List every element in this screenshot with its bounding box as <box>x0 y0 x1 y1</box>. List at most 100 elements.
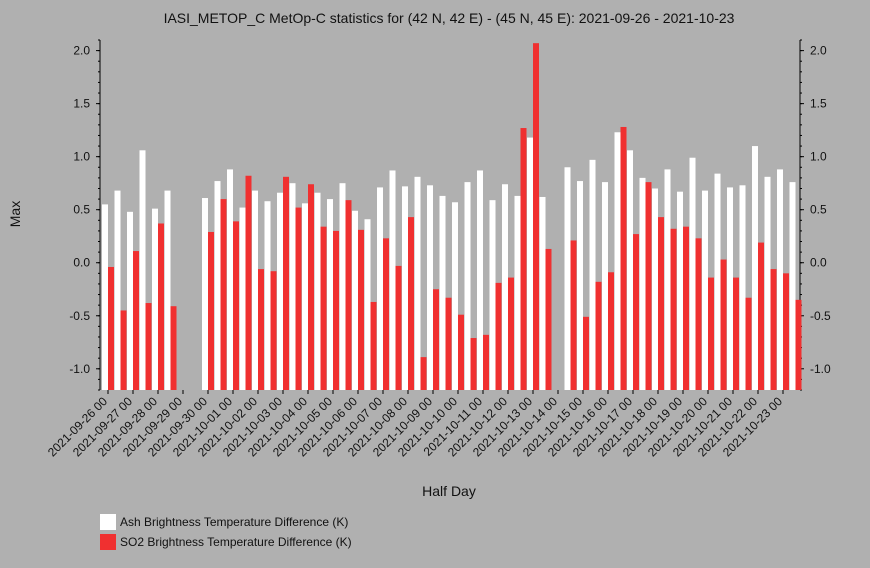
bar-so2 <box>445 297 452 390</box>
y-tick-label-right: 0.0 <box>810 256 827 270</box>
bar-so2 <box>120 310 127 390</box>
bar-ash <box>777 169 783 390</box>
plot-area: 2.0 2.0 1.5 1.5 1.0 1.0 0.5 0.5 0.0 0.0 -0.5 -0.5 -1… <box>45 39 831 459</box>
bar-so2 <box>758 242 764 390</box>
bar-so2 <box>658 217 664 390</box>
y-tick-label-left: 1.5 <box>73 97 90 111</box>
bar-ash <box>352 210 358 390</box>
bar-ash <box>389 170 396 390</box>
bar-ash <box>477 170 483 390</box>
bar-so2 <box>533 43 539 390</box>
y-tick-label-left: -0.5 <box>69 309 90 323</box>
bar-so2 <box>245 175 252 390</box>
y-tick-label-right: -0.5 <box>810 309 831 323</box>
bar-so2 <box>620 126 627 390</box>
bar-so2 <box>720 259 727 390</box>
bar-so2 <box>608 272 614 390</box>
bar-so2 <box>708 277 714 390</box>
bar-so2 <box>145 303 152 390</box>
bar-so2 <box>433 289 439 390</box>
bar-ash <box>164 190 171 390</box>
bar-so2 <box>595 281 602 390</box>
bar-so2 <box>583 316 589 390</box>
bar-ash <box>789 182 796 390</box>
bar-ash <box>252 190 258 390</box>
bar-so2 <box>733 277 739 390</box>
bar-ash <box>439 195 446 390</box>
bar-ash <box>102 204 108 390</box>
y-tick-label-right: 0.5 <box>810 203 827 217</box>
bar-so2 <box>283 176 289 390</box>
bar-so2 <box>108 266 114 390</box>
bar-ash <box>564 167 571 390</box>
bar-so2 <box>295 207 302 390</box>
bar-so2 <box>670 228 677 390</box>
y-tick-label-left: 1.0 <box>73 150 90 164</box>
bar-ash <box>589 159 596 390</box>
bar-ash <box>314 192 321 390</box>
bar-so2 <box>745 297 752 390</box>
bar-so2 <box>795 299 802 390</box>
bar-so2 <box>770 269 777 390</box>
bar-ash <box>289 183 296 390</box>
bar-ash <box>302 203 308 390</box>
bar-ash <box>539 196 546 390</box>
x-axis-label: Half Day <box>422 483 476 499</box>
bar-so2 <box>683 226 689 390</box>
y-tick-label-left: -1.0 <box>69 362 90 376</box>
bar-ash <box>114 190 121 390</box>
bar-so2 <box>220 199 227 390</box>
bar-so2 <box>308 184 314 390</box>
bar-ash <box>402 186 408 390</box>
bar-ash <box>277 192 283 390</box>
bar-so2 <box>133 251 139 390</box>
bar-so2 <box>395 265 402 390</box>
bar-so2 <box>470 338 477 390</box>
bar-so2 <box>783 273 789 390</box>
bar-so2 <box>370 301 377 390</box>
legend-swatch-ash <box>100 514 116 530</box>
legend-item-ash: Ash Brightness Temperature Difference (K… <box>100 512 352 532</box>
bar-ash <box>602 182 608 390</box>
y-axis-label: Max <box>7 201 23 227</box>
bar-so2 <box>358 229 364 390</box>
bar-ash <box>264 201 271 390</box>
legend-swatch-so2 <box>100 534 116 550</box>
bar-so2 <box>520 128 527 390</box>
bar-ash <box>652 188 658 390</box>
bar-so2 <box>233 221 239 390</box>
bar-ash <box>639 177 646 390</box>
bar-ash <box>202 198 208 390</box>
y-tick-label-left: 0.5 <box>73 203 90 217</box>
bar-ash <box>727 187 733 390</box>
bar-ash <box>752 146 758 390</box>
bar-ash <box>414 176 421 390</box>
y-tick-label-right: 1.0 <box>810 150 827 164</box>
bar-ash <box>627 150 633 390</box>
bar-ash <box>689 157 696 390</box>
bar-ash <box>152 208 158 390</box>
bar-ash <box>764 176 771 390</box>
legend: Ash Brightness Temperature Difference (K… <box>100 512 352 552</box>
legend-item-so2: SO2 Brightness Temperature Difference (K… <box>100 532 352 552</box>
bar-ash <box>452 202 458 390</box>
bar-so2 <box>158 223 164 390</box>
chart-title: IASI_METOP_C MetOp-C statistics for (42 … <box>164 10 735 26</box>
bar-ash <box>364 219 371 390</box>
y-tick-label-right: 1.5 <box>810 97 827 111</box>
y-tick-label-right: -1.0 <box>810 362 831 376</box>
bar-ash <box>614 132 621 391</box>
bar-ash <box>127 211 133 390</box>
bar-ash <box>464 182 471 390</box>
legend-label-so2: SO2 Brightness Temperature Difference (K… <box>120 535 352 549</box>
bar-ash <box>502 184 508 390</box>
bar-so2 <box>458 314 464 390</box>
bar-so2 <box>208 231 214 390</box>
y-tick-label-left: 0.0 <box>73 256 90 270</box>
bar-ash <box>514 195 521 390</box>
bar-so2 <box>645 182 652 390</box>
bar-so2 <box>320 226 327 390</box>
bar-so2 <box>270 271 277 390</box>
bar-ash <box>664 169 671 390</box>
